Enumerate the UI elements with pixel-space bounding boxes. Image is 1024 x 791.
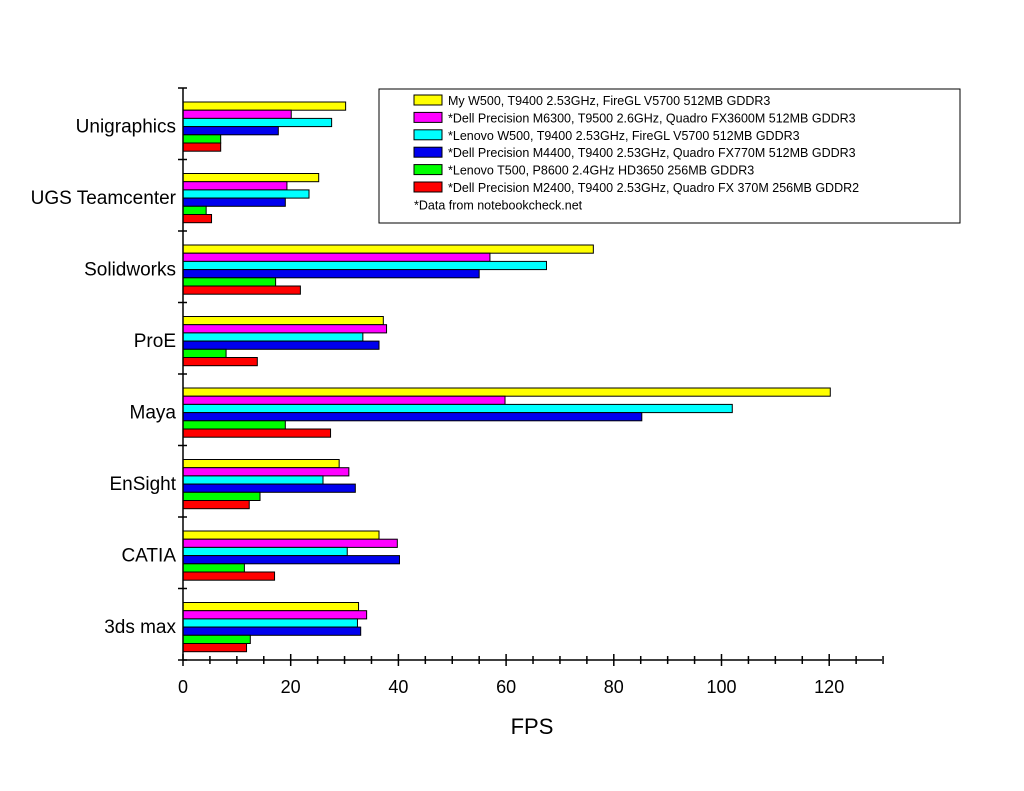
bar-solidworks-series-4 — [182, 269, 480, 279]
legend-box — [378, 88, 961, 224]
bar-3ds-max-series-4 — [182, 626, 362, 636]
bars-group — [182, 101, 831, 653]
bar-catia-series-5 — [182, 563, 245, 573]
bar-maya-series-4 — [182, 412, 643, 422]
bar-proe-series-2 — [182, 324, 388, 334]
x-tick-label-80: 80 — [604, 677, 624, 697]
bar-ensight-series-2 — [182, 467, 350, 477]
legend-swatch-5 — [413, 164, 443, 176]
x-tick-label-20: 20 — [281, 677, 301, 697]
legend-label-5: *Lenovo T500, P8600 2.4GHz HD3650 256MB … — [448, 164, 754, 178]
bar-ensight-series-6 — [182, 500, 250, 510]
bar-ensight-series-4 — [182, 483, 356, 493]
legend-swatch-2 — [413, 111, 443, 123]
bar-unigraphics-series-4 — [182, 126, 279, 136]
legend-swatch-6 — [413, 181, 443, 193]
x-tick-label-60: 60 — [496, 677, 516, 697]
category-label-maya: Maya — [130, 403, 177, 424]
legend-swatch-4 — [413, 146, 443, 158]
bar-3ds-max-series-3 — [182, 618, 358, 628]
legend-swatch-1 — [413, 94, 443, 106]
bar-3ds-max-series-6 — [182, 643, 248, 653]
legend: My W500, T9400 2.53GHz, FireGL V5700 512… — [378, 88, 961, 224]
bar-maya-series-3 — [182, 403, 733, 414]
bar-catia-series-4 — [182, 555, 400, 565]
category-label-catia: CATIA — [121, 546, 176, 567]
bar-ensight-series-3 — [182, 475, 324, 485]
category-label-solidworks: Solidworks — [84, 260, 176, 281]
bar-unigraphics-series-6 — [182, 142, 222, 152]
bar-proe-series-4 — [182, 340, 380, 350]
bar-ugs-teamcenter-series-1 — [182, 173, 320, 183]
bar-maya-series-1 — [182, 387, 831, 397]
x-tick-label-40: 40 — [388, 677, 408, 697]
bar-proe-series-1 — [182, 316, 384, 326]
bar-solidworks-series-6 — [182, 285, 301, 295]
legend-swatch-3 — [413, 129, 443, 141]
category-label-ugs-teamcenter: UGS Teamcenter — [31, 188, 177, 209]
legend-label-2: *Dell Precision M6300, T9500 2.6GHz, Qua… — [448, 111, 856, 125]
bar-catia-series-2 — [182, 538, 398, 548]
x-tick-labels: 0 20 40 60 80 100 120 — [178, 677, 844, 697]
bar-3ds-max-series-2 — [182, 610, 368, 620]
bar-ugs-teamcenter-series-5 — [182, 205, 207, 216]
bar-unigraphics-series-5 — [182, 134, 222, 144]
x-tick-label-0: 0 — [178, 677, 188, 697]
bar-ensight-series-5 — [182, 491, 261, 501]
bar-maya-series-6 — [182, 428, 332, 438]
bar-unigraphics-series-3 — [182, 117, 333, 128]
bar-ugs-teamcenter-series-4 — [182, 197, 286, 207]
category-labels: Unigraphics UGS Teamcenter Solidworks ProE M… — [31, 117, 177, 638]
legend-note: *Data from notebookcheck.net — [414, 198, 583, 212]
bar-proe-series-3 — [182, 332, 364, 342]
category-label-3ds-max: 3ds max — [104, 617, 176, 638]
category-label-ensight: EnSight — [109, 474, 176, 495]
legend-label-3: *Lenovo W500, T9400 2.53GHz, FireGL V570… — [448, 129, 800, 143]
bar-3ds-max-series-1 — [182, 602, 360, 612]
bar-solidworks-series-3 — [182, 260, 547, 271]
bar-catia-series-3 — [182, 546, 348, 557]
bar-3ds-max-series-5 — [182, 634, 251, 644]
bar-unigraphics-series-1 — [182, 101, 347, 111]
bar-solidworks-series-1 — [182, 244, 594, 254]
bar-ensight-series-1 — [182, 459, 340, 469]
bar-solidworks-series-2 — [182, 252, 491, 262]
bar-unigraphics-series-2 — [182, 109, 292, 119]
bar-ugs-teamcenter-series-3 — [182, 189, 310, 199]
axes-group — [178, 87, 884, 666]
bar-catia-series-6 — [182, 571, 276, 581]
legend-label-4: *Dell Precision M4400, T9400 2.53GHz, Qu… — [448, 146, 856, 160]
x-axis-title: FPS — [511, 714, 554, 739]
bar-ugs-teamcenter-series-2 — [182, 181, 288, 191]
bar-solidworks-series-5 — [182, 277, 277, 287]
bar-proe-series-6 — [182, 357, 258, 367]
legend-label-6: *Dell Precision M2400, T9400 2.53GHz, Qu… — [448, 181, 859, 195]
x-tick-label-120: 120 — [814, 677, 844, 697]
category-label-proe: ProE — [134, 331, 176, 352]
legend-label-1: My W500, T9400 2.53GHz, FireGL V5700 512… — [448, 94, 770, 108]
bar-maya-series-2 — [182, 395, 506, 405]
bar-ugs-teamcenter-series-6 — [182, 214, 213, 224]
bar-proe-series-5 — [182, 348, 227, 358]
category-label-unigraphics: Unigraphics — [76, 117, 176, 138]
bar-catia-series-1 — [182, 530, 380, 540]
x-tick-label-100: 100 — [706, 677, 736, 697]
bar-maya-series-5 — [182, 420, 286, 430]
